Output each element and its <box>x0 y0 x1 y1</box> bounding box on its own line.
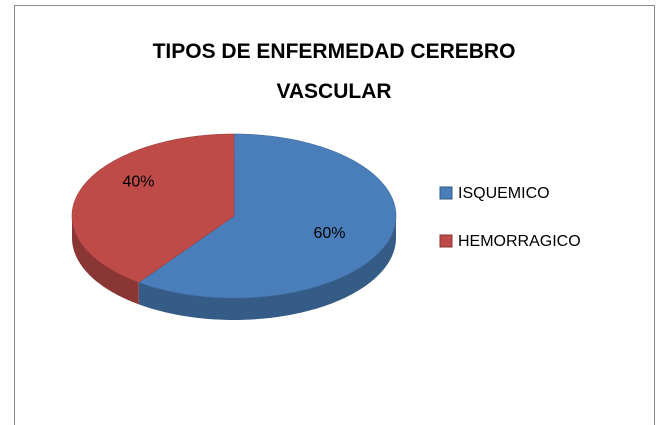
pie-side <box>72 216 139 305</box>
pie-side <box>138 216 396 320</box>
chart-frame <box>14 5 655 425</box>
legend-swatch <box>439 186 453 200</box>
pie-slice <box>71 133 235 283</box>
data-label: 60% <box>314 225 346 242</box>
legend-label: ISQUEMICO <box>458 185 550 202</box>
chart-title: TIPOS DE ENFERMEDAD CEREBRO VASCULAR <box>152 40 516 103</box>
data-label: 40% <box>122 174 154 191</box>
legend-swatch <box>439 234 453 248</box>
pie-slice <box>138 133 397 299</box>
legend-label: HEMORRAGICO <box>458 233 581 250</box>
